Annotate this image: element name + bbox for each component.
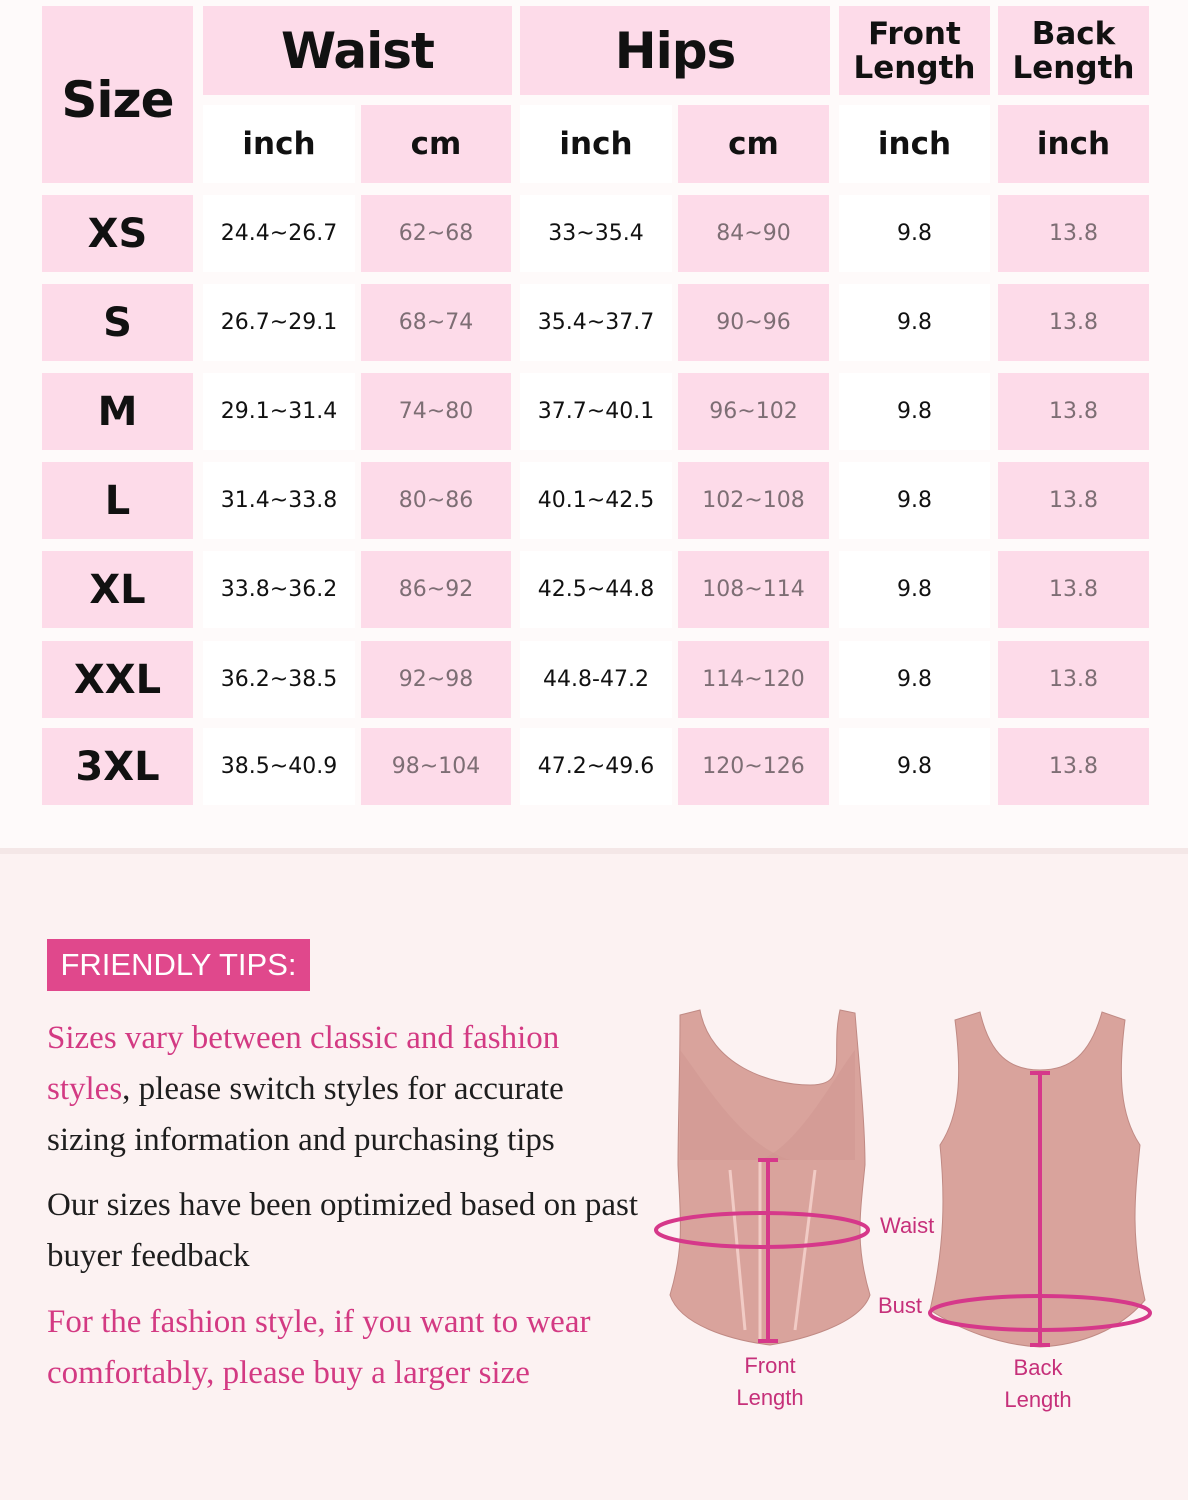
- table-cell: 38.5~40.9: [203, 728, 355, 805]
- table-cell: 13.8: [998, 551, 1149, 628]
- back-length-label: Back Length: [1004, 1355, 1072, 1412]
- size-label: M: [42, 373, 193, 450]
- table-cell: 44.8-47.2: [520, 641, 672, 718]
- table-cell: 33.8~36.2: [203, 551, 355, 628]
- table-cell: 74~80: [361, 373, 511, 450]
- unit-header: inch: [203, 105, 355, 183]
- unit-header: inch: [998, 105, 1149, 183]
- table-cell: 37.7~40.1: [520, 373, 672, 450]
- table-cell: 90~96: [678, 284, 829, 361]
- garment-diagram: [654, 1009, 1152, 1348]
- unit-header: inch: [520, 105, 672, 183]
- table-cell: 68~74: [361, 284, 511, 361]
- table-cell: 92~98: [361, 641, 511, 718]
- table-cell: 120~126: [678, 728, 829, 805]
- waist-ellipse: [654, 1211, 870, 1249]
- size-label: XL: [42, 551, 193, 628]
- unit-header: cm: [678, 105, 829, 183]
- table-cell: 13.8: [998, 284, 1149, 361]
- table-cell: 26.7~29.1: [203, 284, 355, 361]
- waist-label: Waist: [880, 1213, 935, 1238]
- friendly-tips-badge: FRIENDLY TIPS:: [47, 939, 310, 991]
- unit-header: cm: [361, 105, 511, 183]
- bust-ellipse: [928, 1294, 1152, 1332]
- front-length-label: Front Length: [736, 1353, 804, 1410]
- header-hips: Hips: [520, 6, 830, 95]
- size-label: 3XL: [42, 728, 193, 805]
- table-cell: 42.5~44.8: [520, 551, 672, 628]
- table-cell: 108~114: [678, 551, 829, 628]
- header-front-length: Front Length: [839, 6, 990, 95]
- table-cell: 33~35.4: [520, 195, 672, 272]
- header-waist: Waist: [203, 6, 512, 95]
- table-cell: 80~86: [361, 462, 511, 539]
- table-cell: 29.1~31.4: [203, 373, 355, 450]
- table-cell: 31.4~33.8: [203, 462, 355, 539]
- table-cell: 98~104: [361, 728, 511, 805]
- table-cell: 9.8: [839, 284, 990, 361]
- table-cell: 9.8: [839, 373, 990, 450]
- front-vest-image: [654, 1009, 871, 1346]
- size-label: L: [42, 462, 193, 539]
- unit-header: inch: [839, 105, 990, 183]
- tip-1-highlight: Sizes vary between classic and fashion s…: [47, 1020, 560, 1107]
- table-cell: 13.8: [998, 373, 1149, 450]
- table-cell: 40.1~42.5: [520, 462, 672, 539]
- table-cell: 9.8: [839, 551, 990, 628]
- table-cell: 35.4~37.7: [520, 284, 672, 361]
- header-size: Size: [42, 6, 193, 183]
- header-back-length: Back Length: [998, 6, 1149, 95]
- table-cell: 13.8: [998, 462, 1149, 539]
- table-cell: 13.8: [998, 195, 1149, 272]
- table-cell: 24.4~26.7: [203, 195, 355, 272]
- size-label: XXL: [42, 641, 193, 718]
- back-vest-image: [928, 1011, 1152, 1348]
- table-cell: 47.2~49.6: [520, 728, 672, 805]
- table-cell: 13.8: [998, 641, 1149, 718]
- tip-1-text: , please switch styles for accurate sizi…: [47, 1071, 564, 1158]
- table-cell: 13.8: [998, 728, 1149, 805]
- table-cell: 96~102: [678, 373, 829, 450]
- table-cell: 102~108: [678, 462, 829, 539]
- table-cell: 62~68: [361, 195, 511, 272]
- tip-paragraph-3: For the fashion style, if you want to we…: [47, 1304, 591, 1391]
- table-cell: 9.8: [839, 728, 990, 805]
- table-cell: 9.8: [839, 195, 990, 272]
- table-cell: 9.8: [839, 641, 990, 718]
- table-cell: 84~90: [678, 195, 829, 272]
- tip-paragraph-2: Our sizes have been optimized based on p…: [47, 1187, 639, 1274]
- tip-paragraph-1: Sizes vary between classic and fashion s…: [47, 1013, 647, 1166]
- size-label: S: [42, 284, 193, 361]
- table-cell: 114~120: [678, 641, 829, 718]
- table-cell: 36.2~38.5: [203, 641, 355, 718]
- table-cell: 9.8: [839, 462, 990, 539]
- table-cell: 86~92: [361, 551, 511, 628]
- bust-label: Bust: [878, 1293, 923, 1318]
- size-label: XS: [42, 195, 193, 272]
